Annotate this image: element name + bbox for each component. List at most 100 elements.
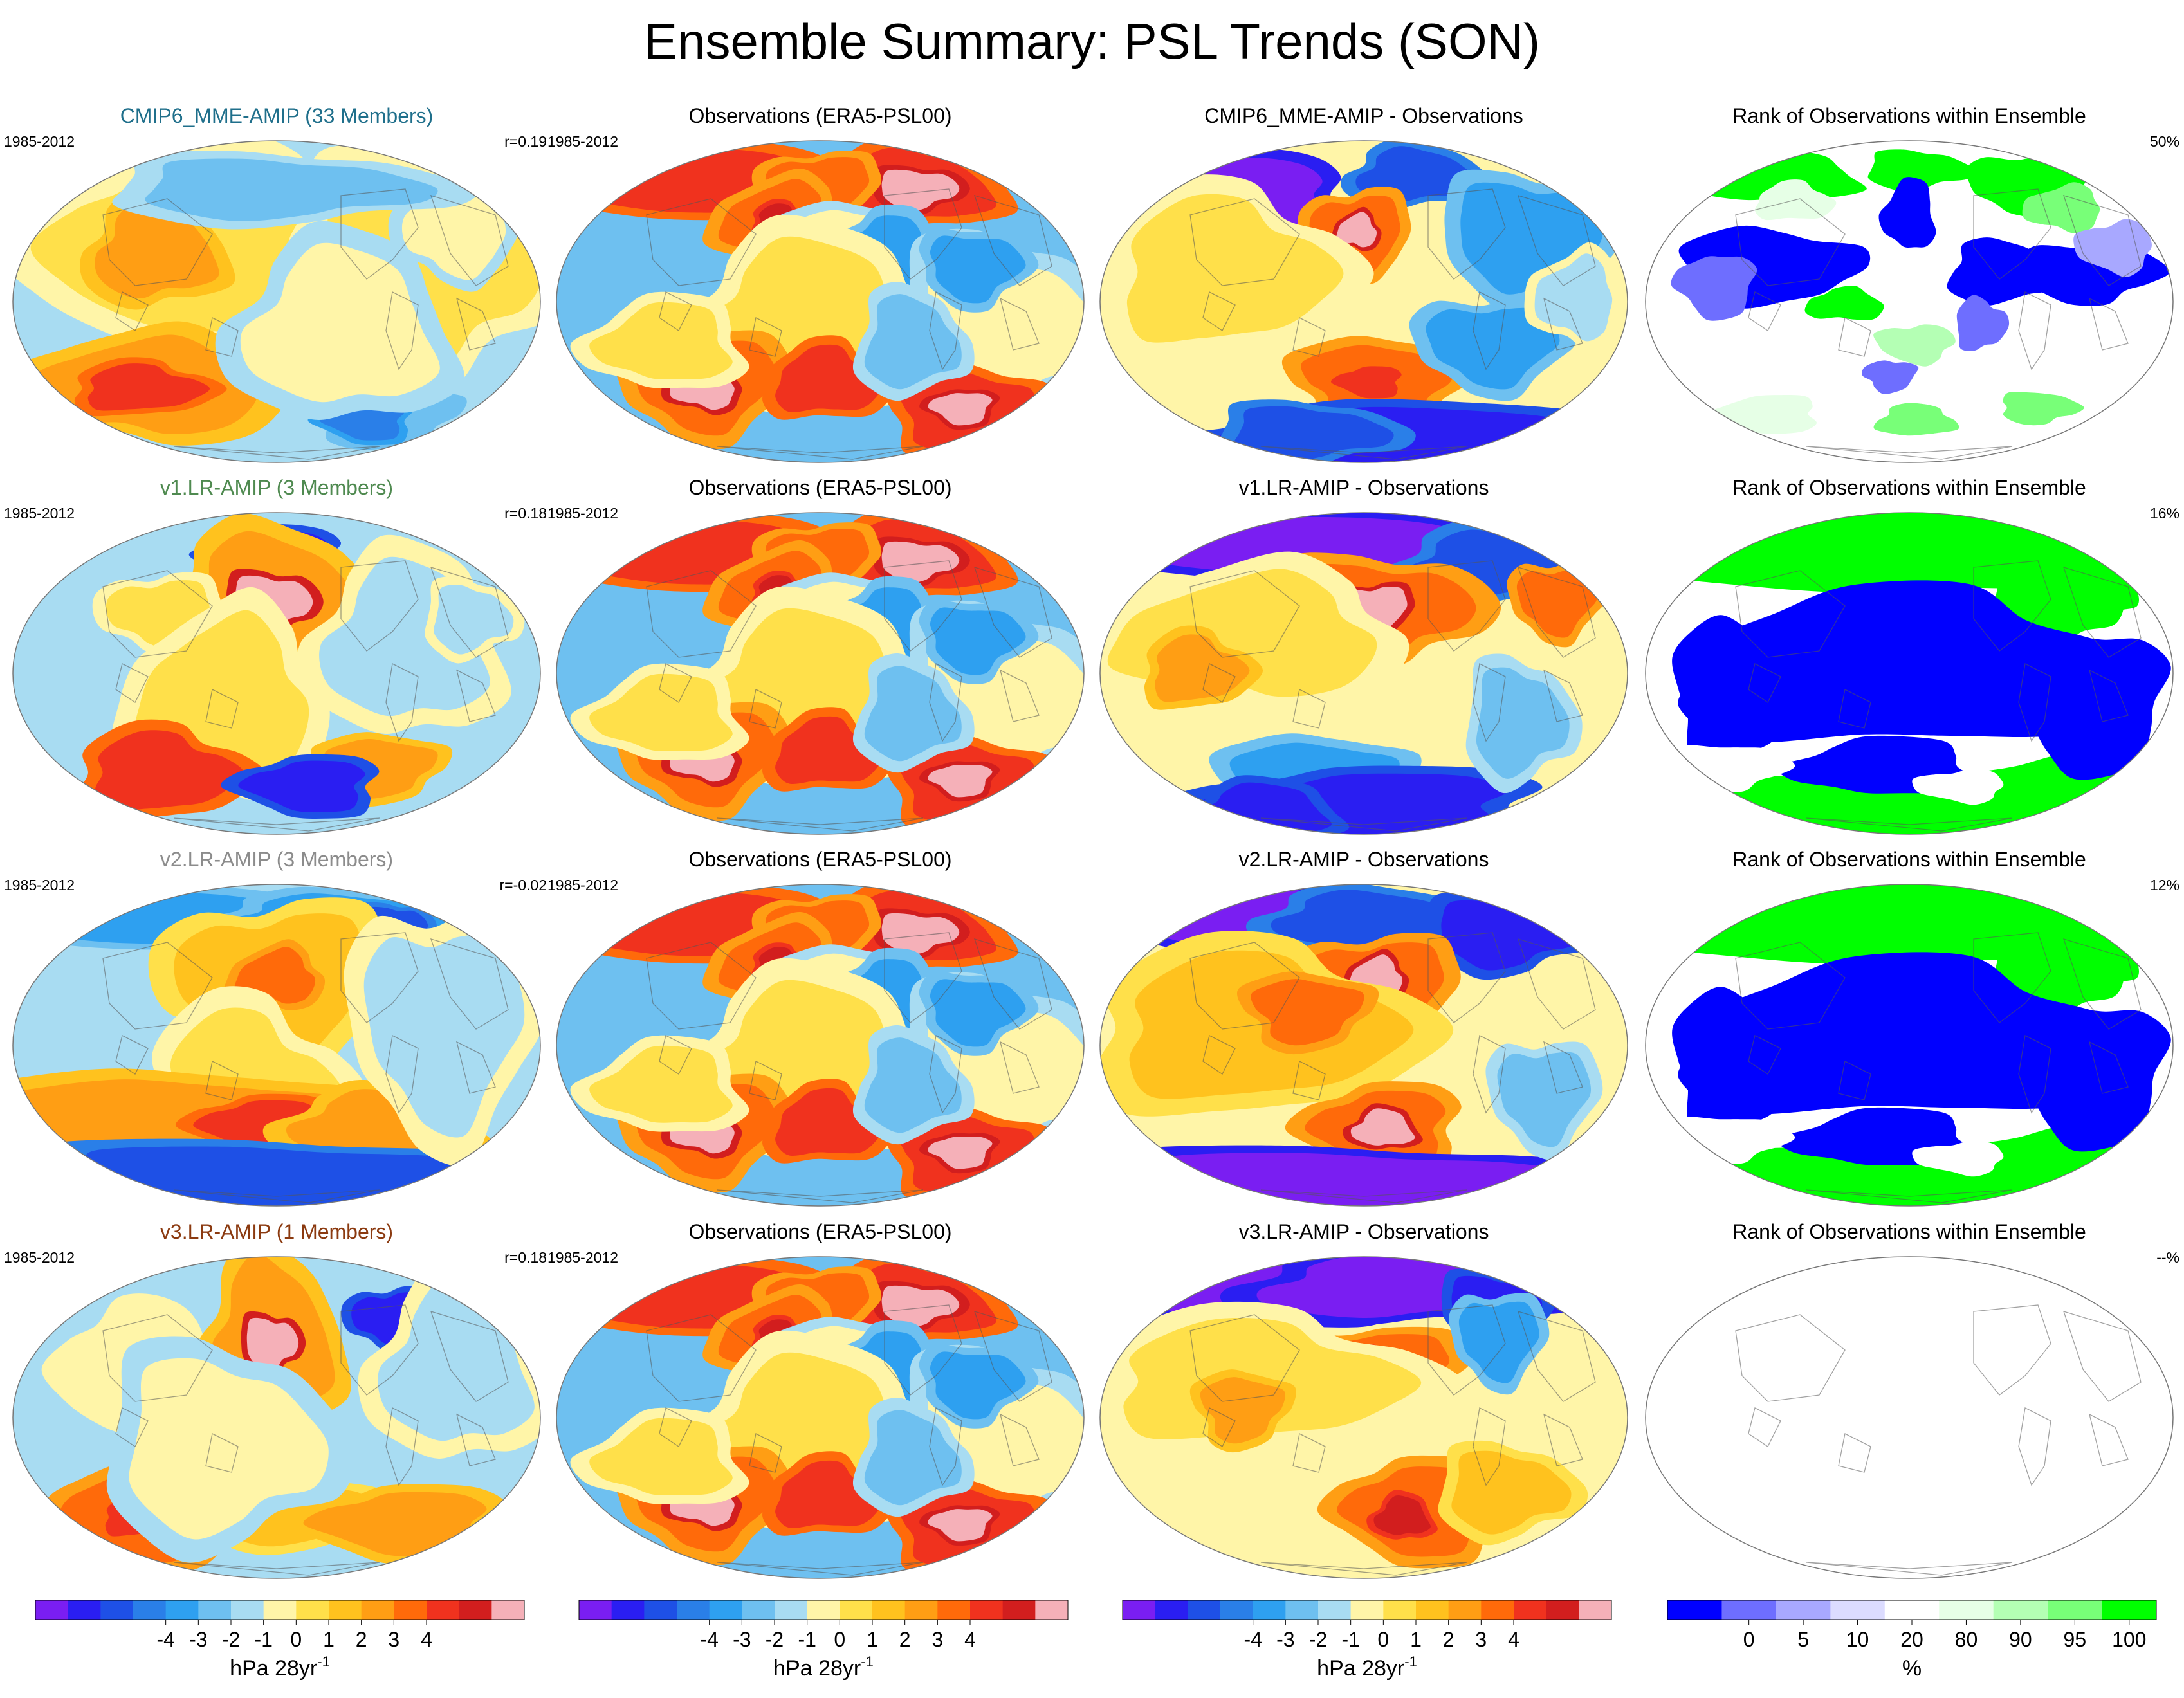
colorbar-tick-label: 2 — [899, 1628, 911, 1651]
coastline — [1973, 560, 2051, 652]
coastline — [659, 291, 692, 331]
colorbar-swatch — [1350, 1600, 1384, 1620]
colorbar-swatch — [2102, 1600, 2157, 1620]
map-outline — [12, 1256, 541, 1579]
colorbar-swatch — [1002, 1600, 1036, 1620]
coastline — [646, 198, 757, 286]
colorbar-swatch — [329, 1600, 362, 1620]
colorbar-tick-label: -3 — [1276, 1628, 1294, 1651]
coastline — [1517, 1311, 1596, 1402]
coastline — [2018, 1035, 2051, 1114]
panel-title: Observations (ERA5-PSL00) — [688, 1220, 952, 1243]
coastline — [430, 938, 509, 1030]
coastline — [1427, 932, 1506, 1023]
trend-contour — [928, 765, 993, 798]
coastline — [1838, 689, 1871, 729]
coastline — [659, 1035, 692, 1075]
coastline — [456, 1041, 496, 1094]
coastline — [884, 560, 962, 652]
colorbar-swatch — [231, 1600, 264, 1620]
coastline — [1543, 1413, 1583, 1466]
colorbar-swatch — [165, 1600, 199, 1620]
period-label: 1985-2012 — [4, 1249, 75, 1266]
colorbar-tick-label: -4 — [700, 1628, 718, 1651]
panel-title: Rank of Observations within Ensemble — [1732, 476, 2086, 499]
coastline — [1517, 567, 1596, 658]
map-panel-model: v1.LR-AMIP (3 Members) 1985-2012 r=0.18 — [4, 475, 547, 848]
coastline — [173, 446, 380, 460]
coastline — [1260, 1189, 1467, 1203]
colorbar-tick-label: 0 — [290, 1628, 302, 1651]
colorbar-swatch — [709, 1600, 742, 1620]
map-outline — [1099, 884, 1628, 1207]
colorbar-swatch — [807, 1600, 840, 1620]
map-panel-rank: Rank of Observations within Ensemble 12% — [1639, 846, 2179, 1219]
coastline — [102, 942, 213, 1030]
trend-contour — [864, 666, 962, 762]
colorbar-swatch — [1123, 1600, 1156, 1620]
rank-region — [1912, 768, 2004, 805]
colorbar-swatches: -4 -3 -2 -1 0 1 2 3 4 — [578, 1600, 1069, 1651]
map-outline — [12, 140, 541, 463]
panel-title: v1.LR-AMIP - Observations — [1238, 476, 1489, 499]
trend-contour — [56, 1146, 540, 1206]
world-map — [1645, 140, 2174, 463]
coastline — [2018, 291, 2051, 370]
coastline — [1735, 942, 1846, 1030]
coastline — [173, 817, 380, 832]
coastline — [929, 1407, 962, 1486]
trend-contour — [928, 1137, 993, 1169]
colorbar-swatch — [68, 1600, 101, 1620]
world-map — [12, 1256, 541, 1579]
coastline — [456, 1413, 496, 1466]
rank-region — [1672, 615, 1809, 767]
colorbar-tick-label: -2 — [766, 1628, 784, 1651]
colorbar-frame — [35, 1600, 525, 1620]
trend-contour — [1373, 1495, 1431, 1535]
coastline — [1189, 570, 1300, 658]
trend-contour — [589, 673, 733, 751]
trend-contour — [1476, 667, 1570, 779]
rank-region — [1873, 403, 1959, 436]
colorbar-swatch — [1035, 1600, 1069, 1620]
trend-contour — [1336, 212, 1377, 248]
panel-title: Rank of Observations within Ensemble — [1732, 1220, 2086, 1243]
trend-colorbar-model: -4 -3 -2 -1 0 1 2 3 4 hPa 28yr-1 — [35, 1600, 525, 1697]
colorbar-swatch — [1220, 1600, 1254, 1620]
rank-region — [1912, 1140, 2004, 1177]
coastline — [430, 1311, 509, 1402]
coastline — [456, 297, 496, 351]
coastline — [749, 689, 782, 729]
trend-contour — [129, 1358, 329, 1540]
colorbar-swatch — [491, 1600, 525, 1620]
trend-contour — [303, 1492, 487, 1557]
period-label: 1985-2012 — [547, 505, 618, 522]
coastline — [1806, 1189, 2013, 1203]
coastline — [340, 560, 419, 652]
colorbar-swatch — [427, 1600, 460, 1620]
colorbar-swatch — [296, 1600, 329, 1620]
rank-region — [1804, 286, 1884, 320]
map-panel-obs: Observations (ERA5-PSL00) 1985-2012 — [547, 103, 1090, 476]
coastline — [1473, 1407, 1506, 1486]
trend-colorbar-obs: -4 -3 -2 -1 0 1 2 3 4 hPa 28yr-1 — [578, 1600, 1069, 1697]
colorbar-tick-label: 0 — [1377, 1628, 1389, 1651]
colorbar-swatch — [644, 1600, 677, 1620]
colorbar-tick-label: 10 — [1846, 1628, 1869, 1651]
colorbar-tick-label: 0 — [834, 1628, 845, 1651]
correlation-label: r=0.18 — [504, 505, 547, 522]
trend-contour — [1331, 366, 1402, 399]
coastline — [115, 291, 149, 331]
map-panel-diff: v2.LR-AMIP - Observations — [1094, 846, 1634, 1219]
panel-title: v1.LR-AMIP (3 Members) — [160, 476, 394, 499]
coastline — [1838, 1061, 1871, 1100]
coastline — [1543, 1041, 1583, 1094]
trend-contour — [864, 1037, 962, 1133]
trend-contour — [930, 607, 1026, 675]
colorbar-tick-label: 1 — [867, 1628, 878, 1651]
coastline — [1806, 446, 2013, 460]
colorbar-swatch — [1188, 1600, 1221, 1620]
world-map — [1099, 1256, 1628, 1579]
coastline — [2062, 1311, 2142, 1402]
colorbar-swatch — [1253, 1600, 1286, 1620]
